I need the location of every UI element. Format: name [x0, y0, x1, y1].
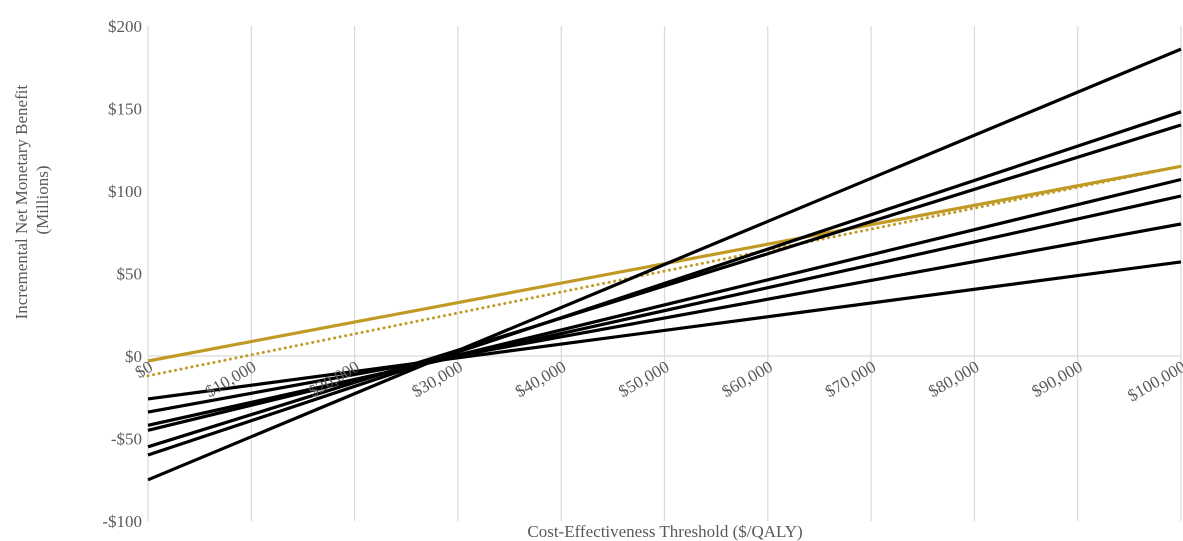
series-line-3 — [147, 110, 1182, 457]
y-axis-ticks: $200 $150 $100 $50 $0 -$50 -$100 — [102, 17, 142, 531]
y-axis-title: Incremental Net Monetary Benefit (Millio… — [12, 81, 52, 320]
x-tick-label-10: $100,000 — [1124, 357, 1183, 405]
y-tick-label-3: $50 — [117, 265, 143, 284]
y-axis-title-line-1: Incremental Net Monetary Benefit — [12, 85, 31, 320]
x-tick-label-4: $40,000 — [512, 357, 569, 401]
series-line-6 — [147, 194, 1182, 427]
series-line-7 — [147, 222, 1182, 414]
series-line-8 — [147, 260, 1182, 401]
x-tick-label-9: $90,000 — [1028, 357, 1085, 401]
y-tick-label-2: $100 — [108, 182, 142, 201]
x-tick-label-7: $70,000 — [822, 357, 879, 401]
x-tick-label-6: $60,000 — [718, 357, 775, 401]
y-tick-label-4: $0 — [125, 347, 142, 366]
series-line-2 — [147, 47, 1182, 482]
y-tick-label-6: -$100 — [102, 512, 142, 531]
y-tick-label-0: $200 — [108, 17, 142, 36]
y-axis-title-line-2: (Millions) — [33, 166, 52, 235]
series-line-4 — [147, 123, 1182, 449]
series-lines — [146, 47, 1183, 482]
y-tick-label-5: -$50 — [111, 430, 142, 449]
grid-lines — [147, 26, 1182, 521]
series-line-1 — [146, 164, 1183, 378]
x-tick-label-5: $50,000 — [615, 357, 672, 401]
x-axis-title: Cost-Effectiveness Threshold ($/QALY) — [527, 522, 802, 541]
y-tick-label-1: $150 — [108, 100, 142, 119]
x-tick-label-8: $80,000 — [925, 357, 982, 401]
